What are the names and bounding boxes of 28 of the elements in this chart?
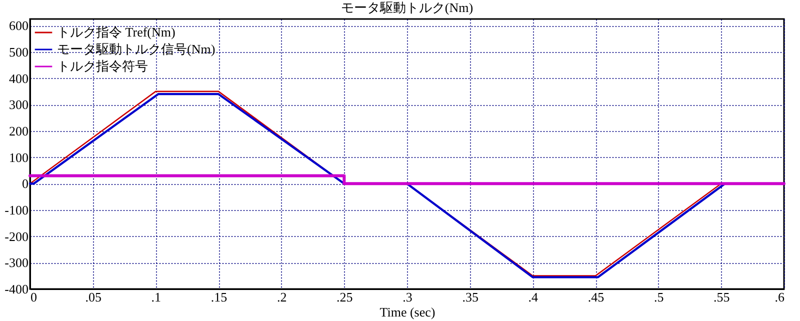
legend-label: トルク指令 Tref(Nm)	[57, 24, 176, 40]
legend-label: トルク指令符号	[57, 58, 148, 74]
y-tick-label: 300	[9, 97, 28, 112]
x-tick-label: .2	[276, 290, 287, 304]
y-tick-label: -200	[4, 228, 28, 244]
y-tick-label: -100	[4, 202, 28, 218]
x-tick-label: .15	[210, 290, 228, 304]
y-tick-label: 600	[9, 18, 28, 34]
y-tick-label: -300	[4, 255, 28, 270]
y-tick-label: 100	[9, 150, 28, 165]
x-tick-label: .1	[151, 290, 162, 304]
y-tick-label: 500	[9, 44, 28, 60]
x-tick-label: .55	[714, 290, 730, 304]
y-tick-label: 400	[9, 70, 28, 86]
x-axis-title: Time (sec)	[380, 304, 436, 320]
x-tick-label: .4	[528, 290, 539, 304]
y-tick-label: 0	[22, 176, 28, 192]
x-tick-label: .45	[588, 290, 604, 304]
x-tick-label: .25	[336, 290, 353, 304]
legend-label: モータ駆動トルク信号(Nm)	[57, 42, 216, 56]
chart-title: モータ駆動トルク(Nm)	[340, 0, 474, 15]
y-tick-label: 200	[9, 123, 28, 138]
x-tick-label: .6	[774, 290, 785, 304]
x-tick-label: .35	[462, 290, 478, 304]
y-tick-label: -400	[4, 282, 28, 296]
x-tick-label: .5	[654, 290, 664, 304]
x-tick-label: .05	[85, 290, 102, 304]
x-tick-label: .3	[402, 290, 412, 304]
